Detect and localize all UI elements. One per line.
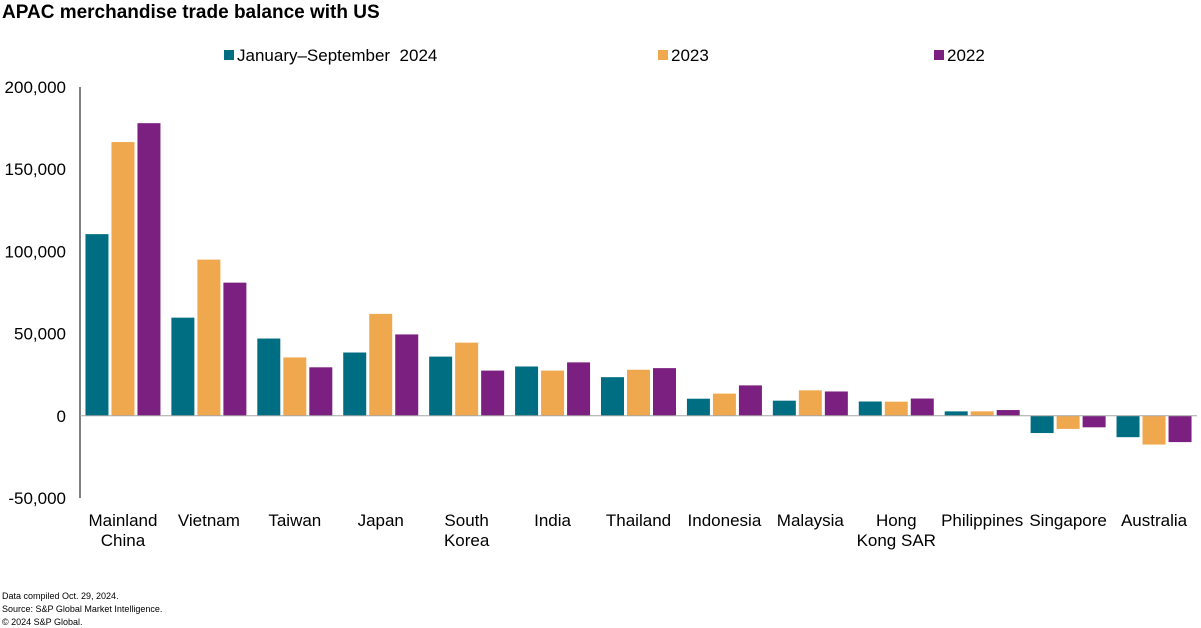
bar-2023-indonesia (712, 393, 736, 416)
legend-label-january-september-2024: January–September 2024 (237, 46, 437, 65)
chart-title: APAC merchandise trade balance with US (2, 2, 380, 23)
legend-swatch-january-september-2024 (224, 50, 234, 60)
x-tick-label-vietnam: Vietnam (178, 511, 240, 530)
bar-january-september-2024-mainland-china (85, 234, 109, 416)
bar-2022-indonesia (738, 385, 762, 416)
bar-2022-taiwan (309, 367, 333, 416)
bar-2022-japan (395, 334, 419, 416)
x-tick-label-hong-kong-sar: Hong Kong SAR (857, 511, 936, 550)
bar-2022-malaysia (824, 391, 848, 416)
bar-2022-singapore (1082, 415, 1106, 428)
bar-january-september-2024-hong-kong-sar (858, 401, 882, 416)
bar-january-september-2024-thailand (601, 377, 624, 416)
bar-january-september-2024-india (515, 366, 539, 416)
x-tick-label-australia: Australia (1121, 511, 1188, 530)
x-tick-label-thailand: Thailand (606, 511, 671, 530)
legend-label-2022: 2022 (947, 46, 985, 65)
bar-january-september-2024-vietnam (171, 317, 195, 416)
footnote-source: Source: S&P Global Market Intelligence. (2, 604, 163, 614)
bar-january-september-2024-malaysia (772, 400, 796, 416)
x-tick-label-taiwan: Taiwan (268, 511, 321, 530)
bar-2022-mainland-china (137, 123, 161, 416)
bar-2023-singapore (1056, 415, 1080, 429)
bar-2023-malaysia (798, 390, 822, 416)
bar-2022-philippines (996, 410, 1020, 416)
x-tick-label-malaysia: Malaysia (777, 511, 845, 530)
bar-january-september-2024-taiwan (257, 338, 281, 416)
footnote-compiled: Data compiled Oct. 29, 2024. (2, 591, 119, 601)
y-tick-label: -50,000 (8, 489, 66, 508)
bar-2022-south-korea (481, 370, 505, 416)
bar-2023-philippines (970, 411, 994, 416)
legend-swatch-2023 (658, 50, 668, 60)
x-tick-label-japan: Japan (358, 511, 404, 530)
x-tick-label-india: India (534, 511, 571, 530)
x-tick-label-singapore: Singapore (1029, 511, 1107, 530)
bar-2023-thailand (627, 369, 650, 416)
bar-2022-thailand (653, 368, 676, 416)
bar-2023-mainland-china (111, 142, 135, 416)
footnote-copyright: © 2024 S&P Global. (2, 617, 83, 627)
y-tick-label: 0 (57, 407, 66, 426)
bar-2023-australia (1142, 415, 1166, 445)
bar-2022-vietnam (223, 282, 247, 416)
legend-swatch-2022 (934, 50, 944, 60)
bar-2022-india (567, 362, 591, 416)
bar-2023-japan (369, 313, 393, 416)
bar-2023-south-korea (455, 342, 479, 416)
y-tick-label: 50,000 (14, 325, 66, 344)
legend-label-2023: 2023 (671, 46, 709, 65)
y-tick-label: 100,000 (5, 242, 66, 261)
x-tick-label-mainland-china: Mainland China (88, 511, 157, 550)
bar-january-september-2024-japan (343, 352, 367, 416)
y-tick-label: 200,000 (5, 78, 66, 97)
bar-january-september-2024-australia (1116, 415, 1140, 438)
x-tick-label-philippines: Philippines (941, 511, 1023, 530)
bar-january-september-2024-indonesia (686, 398, 710, 416)
bar-january-september-2024-philippines (944, 411, 968, 416)
bar-january-september-2024-singapore (1030, 415, 1054, 434)
bar-2022-hong-kong-sar (910, 398, 934, 416)
x-tick-label-indonesia: Indonesia (688, 511, 762, 530)
bar-2022-australia (1168, 415, 1192, 443)
y-tick-label: 150,000 (5, 160, 66, 179)
bar-2023-india (541, 370, 565, 416)
bar-2023-vietnam (197, 259, 221, 416)
x-tick-label-south-korea: South Korea (444, 511, 490, 550)
bar-2023-hong-kong-sar (884, 401, 908, 416)
bar-january-september-2024-south-korea (429, 356, 453, 416)
bar-2023-taiwan (283, 357, 307, 416)
